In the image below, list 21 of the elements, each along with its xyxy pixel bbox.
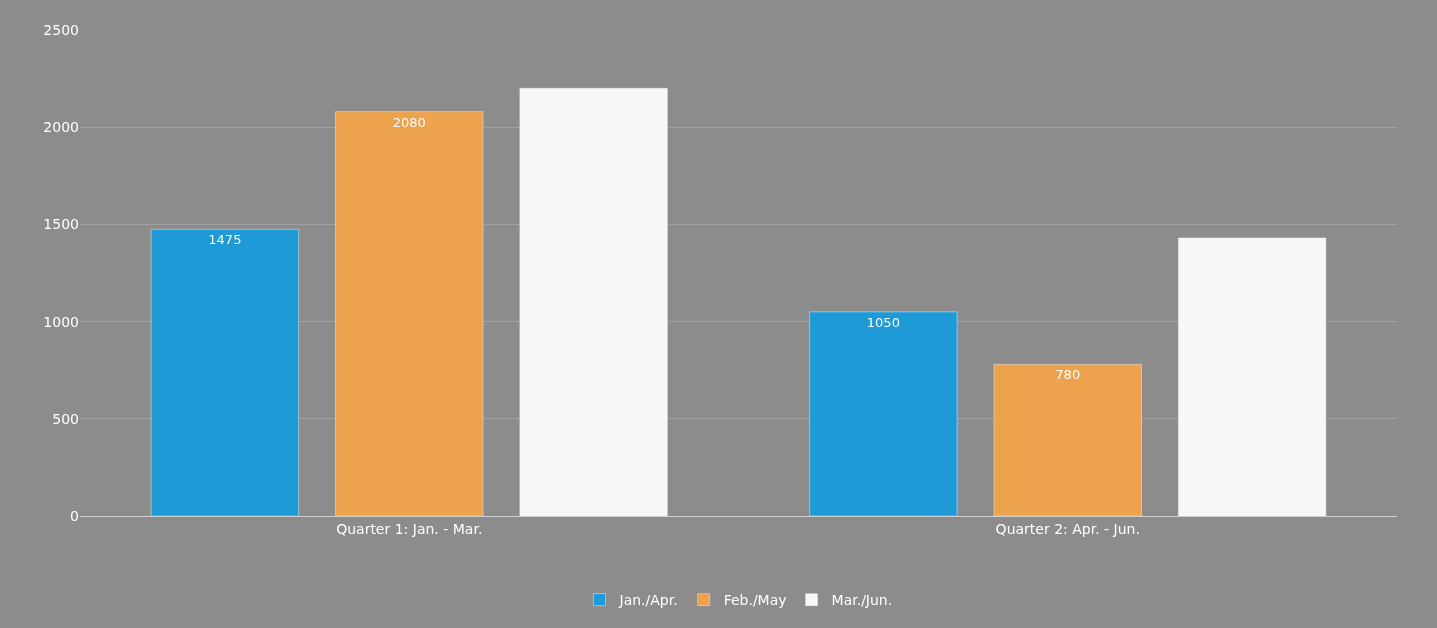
y-tick-label: 0 <box>70 507 79 524</box>
y-tick-label: 1500 <box>43 216 79 233</box>
bar <box>150 229 299 516</box>
data-label: 780 <box>1055 367 1081 383</box>
bar <box>993 364 1142 516</box>
legend-label: Feb./May <box>723 592 787 609</box>
data-label: 2080 <box>392 114 426 130</box>
bar <box>809 311 958 516</box>
x-tick-label: Quarter 2: Apr. - Jun. <box>995 520 1140 537</box>
legend-label: Jan./Apr. <box>618 592 678 609</box>
y-tick-label: 2000 <box>43 119 79 136</box>
data-label: 1475 <box>208 232 242 248</box>
y-tick-label: 1000 <box>43 313 79 330</box>
data-label: 1050 <box>866 314 900 330</box>
bar <box>1178 237 1327 516</box>
y-tick-label: 2500 <box>43 21 79 38</box>
bar <box>519 88 668 516</box>
x-tick-label: Quarter 1: Jan. - Mar. <box>336 520 483 537</box>
legend-label: Mar./Jun. <box>831 592 893 609</box>
y-tick-label: 500 <box>52 410 79 427</box>
bar <box>335 111 484 516</box>
